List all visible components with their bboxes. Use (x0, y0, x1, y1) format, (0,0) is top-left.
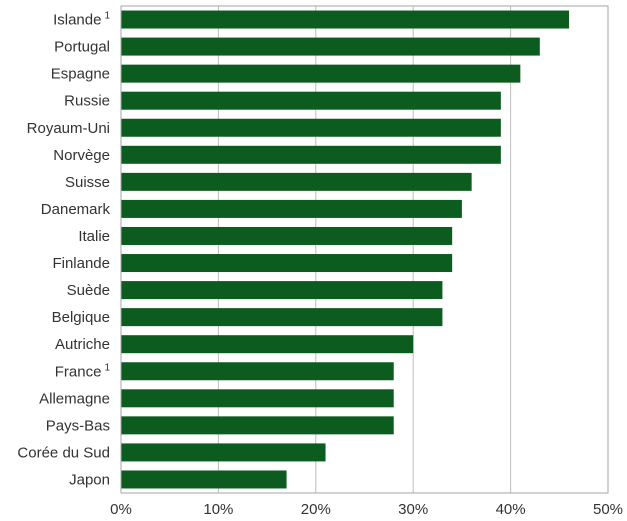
bars (121, 10, 570, 489)
category-label: France 1 (55, 362, 111, 380)
category-label: Italie (78, 228, 110, 245)
category-label: Belgique (52, 309, 110, 326)
x-tick-labels: 0% 10% 20% 30% 40% 50% (110, 501, 623, 518)
category-label: Japon (69, 471, 110, 488)
x-tick-label: 30% (398, 501, 428, 518)
category-label: Corée du Sud (17, 444, 110, 461)
x-tick-label: 40% (496, 501, 526, 518)
bar-russie (121, 91, 501, 110)
bar-su-de (121, 281, 443, 300)
category-label: Suisse (65, 174, 110, 191)
category-label: Islande 1 (53, 11, 110, 29)
x-tick-label: 0% (110, 501, 132, 518)
category-label: Royaum-Uni (27, 120, 110, 137)
bar-japon (121, 470, 287, 489)
bar-royaum-uni (121, 118, 501, 137)
category-label: Portugal (54, 39, 110, 56)
plot-frame (120, 5, 609, 494)
category-label: Suède (67, 282, 110, 299)
bar-danemark (121, 199, 462, 218)
bar-finlande (121, 254, 453, 273)
bar-belgique (121, 308, 443, 327)
bar-pays-bas (121, 416, 394, 435)
plot-border (120, 5, 609, 494)
category-label: Norvège (53, 147, 110, 164)
bar-espagne (121, 64, 521, 83)
category-label: Pays-Bas (46, 417, 110, 434)
bar-islande (121, 10, 570, 29)
footnote-marker: 1 (104, 362, 110, 373)
category-label: Allemagne (39, 390, 110, 407)
bar-autriche (121, 335, 414, 354)
bar-allemagne (121, 389, 394, 408)
x-tick-label: 20% (301, 501, 331, 518)
bar-suisse (121, 172, 472, 191)
x-tick-label: 50% (593, 501, 623, 518)
category-label: Espagne (51, 66, 110, 83)
bar-cor-e-du-sud (121, 443, 326, 462)
bar-norv-ge (121, 145, 501, 164)
bar-portugal (121, 37, 540, 56)
bar-italie (121, 226, 453, 245)
category-label: Russie (64, 93, 110, 110)
category-label: Finlande (52, 255, 110, 272)
bar-france (121, 362, 394, 381)
category-label: Autriche (55, 336, 110, 353)
category-labels: Islande 1 Portugal Espagne Russie Royaum-Uni N… (17, 11, 110, 489)
x-tick-label: 10% (203, 501, 233, 518)
footnote-marker: 1 (104, 11, 110, 22)
gridlines (217, 6, 512, 493)
category-label: Danemark (41, 201, 111, 218)
